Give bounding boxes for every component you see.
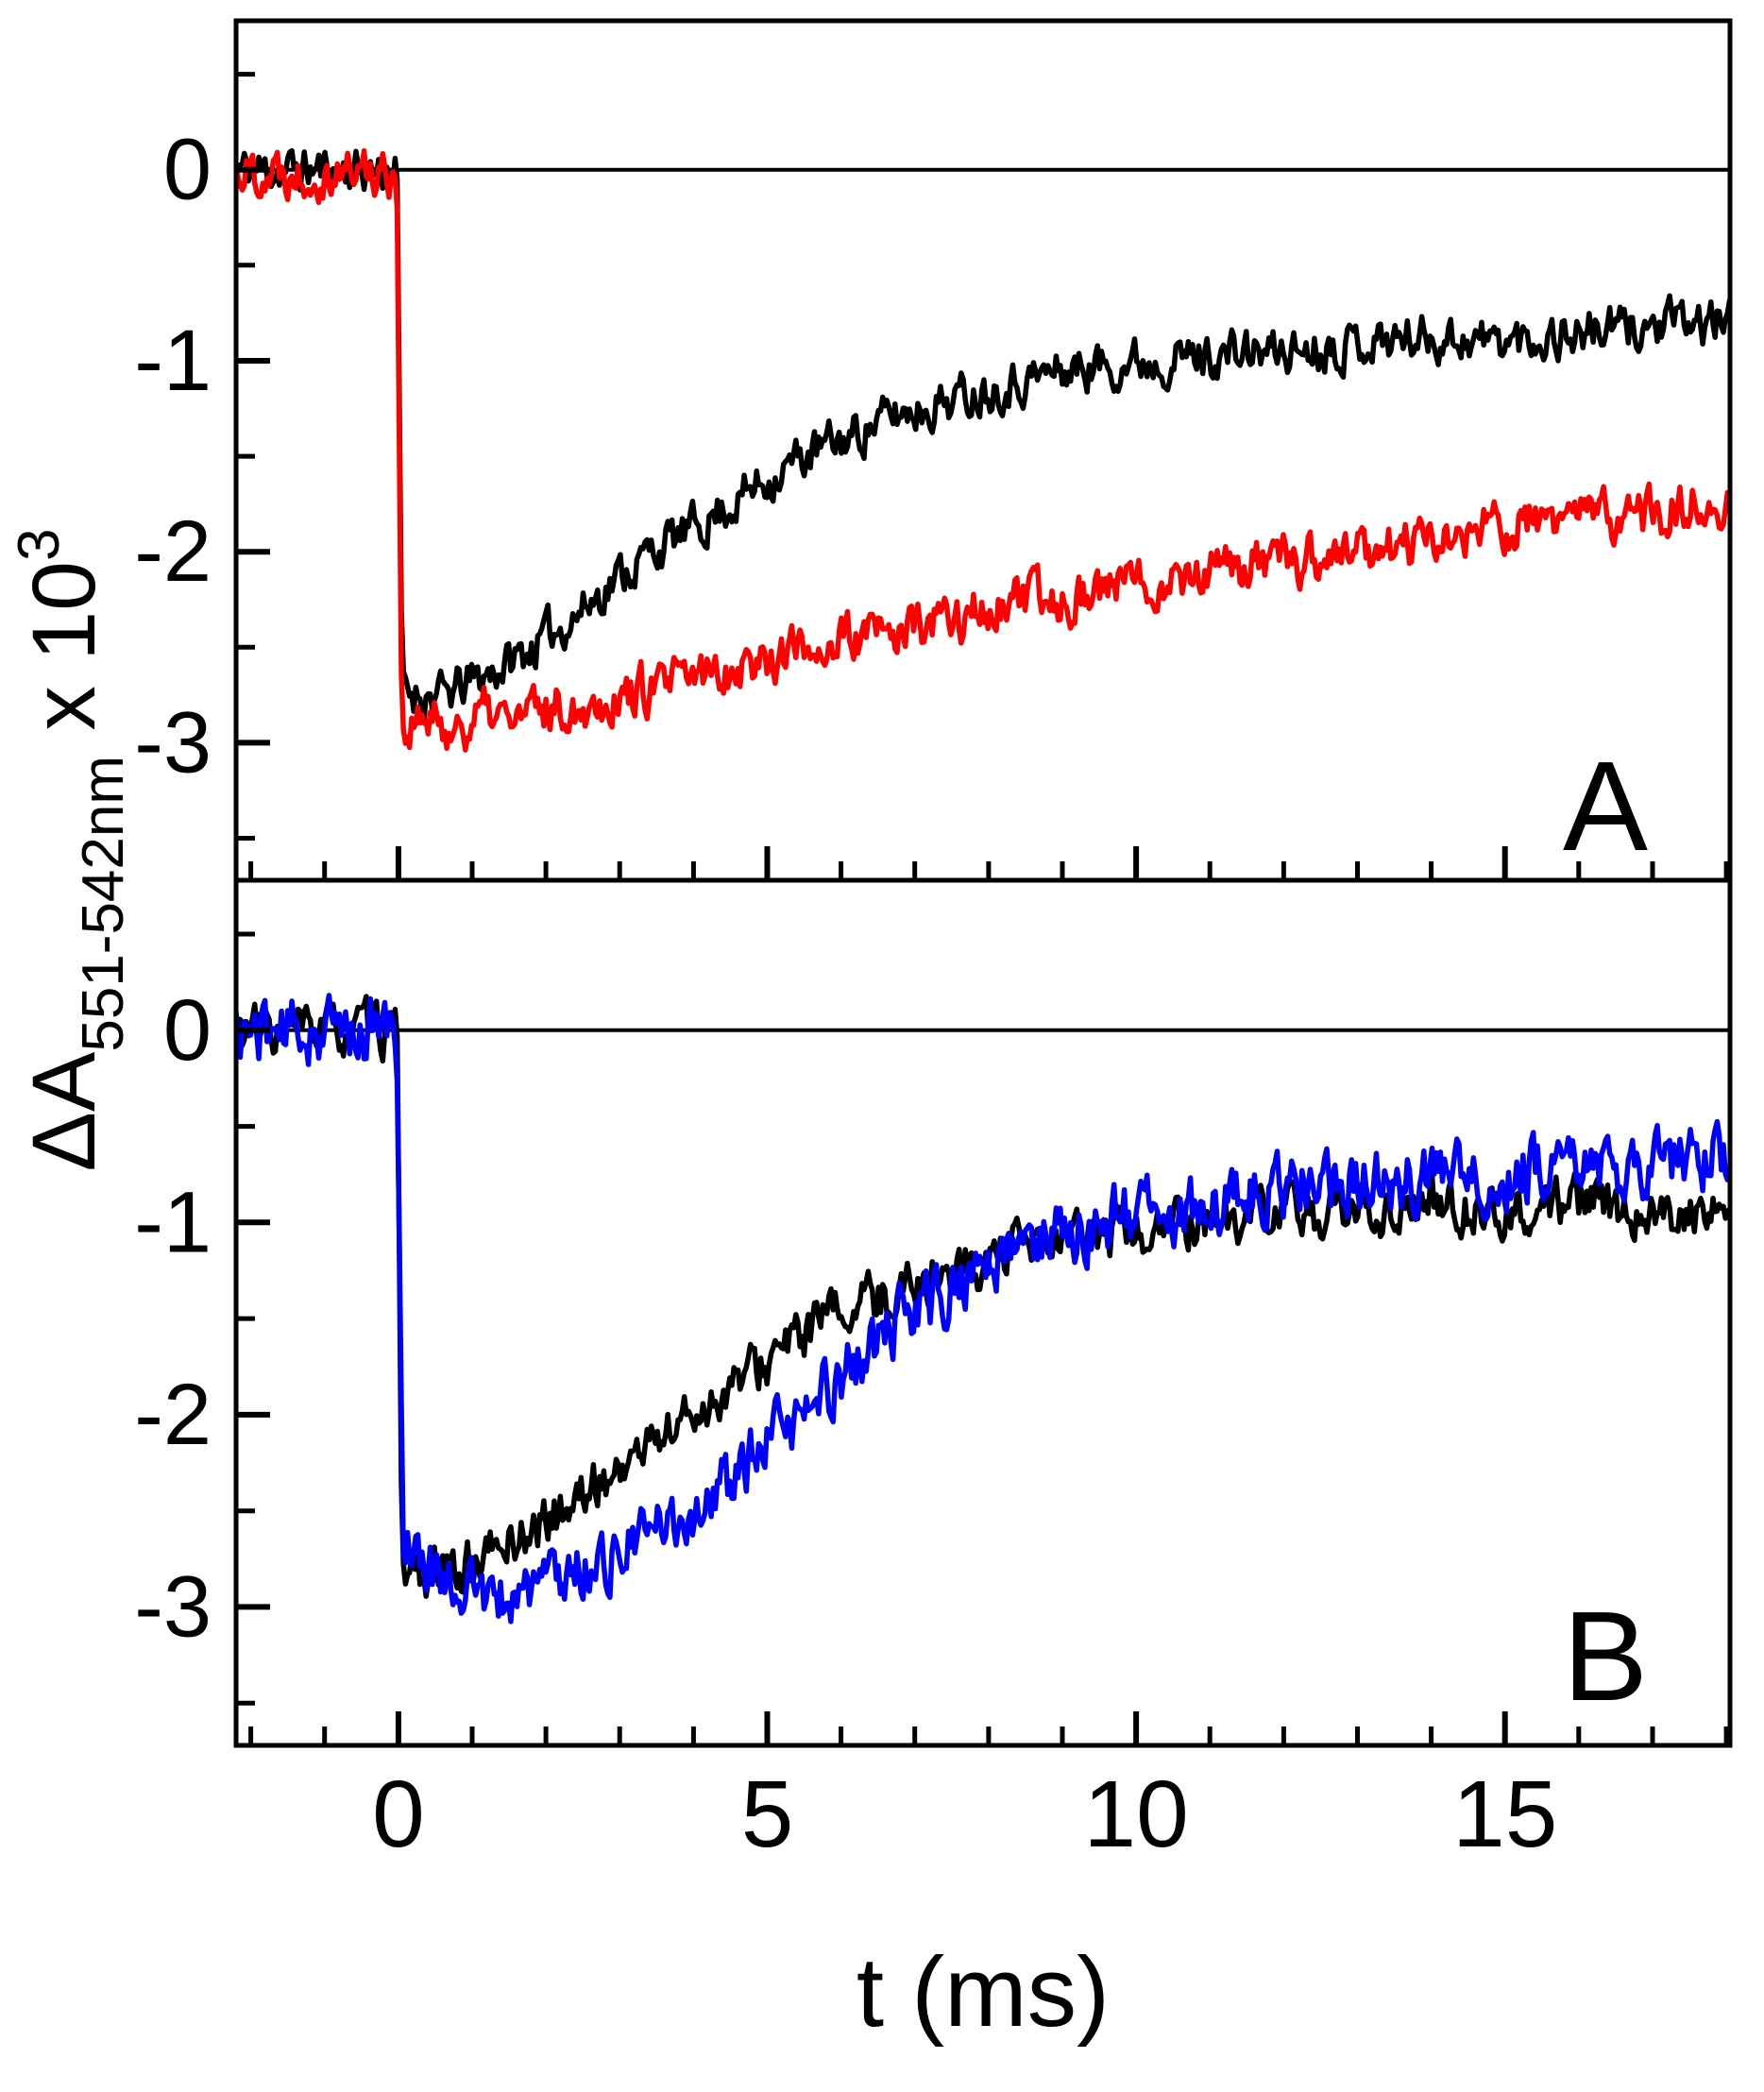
y-tick-label: 0 [163,122,212,218]
chart-generated-layer: 0 -1 -2 -3 0 -1 -2 -3 0 5 10 15 [134,18,1733,1867]
trace-group [236,147,1730,753]
panel-frame [233,877,1733,1748]
trace-panel-a-black [236,147,1730,722]
y-tick-label: -1 [134,1174,212,1270]
trace-group [236,993,1730,1624]
trace-panel-b-black [236,994,1730,1599]
x-tick-label: 5 [741,1761,794,1867]
panel-a-label: A [1563,735,1648,877]
y-tick-label: 0 [163,982,212,1079]
y-tick-label: -1 [134,313,212,409]
x-axis-title: t (ms) [857,1937,1110,2048]
y-tick-label: -3 [134,694,212,791]
y-title-subscript: 551-542nm [71,756,136,1052]
trace-panel-a-red [236,147,1730,753]
x-tick-label: 15 [1452,1761,1557,1867]
panel-frame [233,18,1733,883]
x-tick-label: 0 [372,1761,425,1867]
panel-b-label: B [1563,1585,1648,1727]
trace-panel-b-blue [236,993,1730,1624]
y-title-exponent: 3 [7,529,72,561]
y-axis-title: ΔA551-542nm x 103 [7,529,136,1172]
y-title-mult: x 10 [14,561,114,756]
y-tick-label: -2 [134,503,212,600]
y-tick-label: -2 [134,1367,212,1463]
y-title-delta-a: ΔA [14,1051,114,1171]
x-tick-label: 10 [1083,1761,1188,1867]
y-tick-label: -3 [134,1558,212,1655]
